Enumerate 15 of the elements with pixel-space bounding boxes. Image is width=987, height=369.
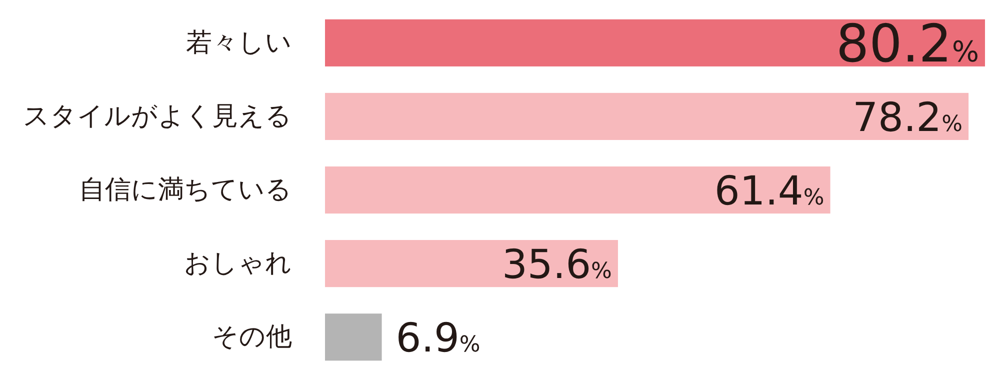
bar [325,240,618,288]
data-label: 80.2% [836,14,979,75]
y-tick-label: スタイルがよく見える [23,101,292,132]
y-tick-label: 若々しい [186,28,292,58]
y-tick-label: その他 [212,322,292,352]
data-label: 6.9% [396,316,480,362]
data-label: 61.4% [714,168,824,214]
data-label: 35.6% [502,242,612,288]
bar [325,314,382,361]
y-tick-label: 自信に満ちている [79,175,292,205]
bar [325,166,830,214]
y-tick-label: おしゃれ [184,248,292,279]
data-label: 78.2% [852,94,963,141]
bar [325,19,985,66]
bar [325,92,969,140]
